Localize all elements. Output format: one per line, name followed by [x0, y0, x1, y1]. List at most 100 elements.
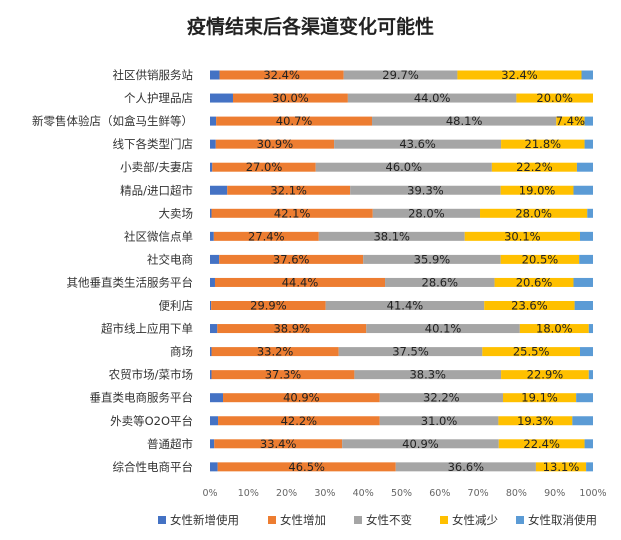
bar-segment — [210, 277, 215, 287]
x-tick-label: 90% — [544, 488, 565, 499]
bar-segment — [502, 393, 577, 403]
bar-segment — [213, 231, 319, 241]
x-tick-label: 50% — [391, 488, 412, 499]
bar-segment — [498, 416, 573, 426]
bar-segment — [500, 185, 574, 195]
legend-label: 女性增加 — [280, 513, 326, 527]
x-tick-label: 30% — [314, 488, 335, 499]
category-label: 商场 — [170, 345, 193, 359]
data-label: 29.7% — [382, 68, 419, 82]
x-tick-label: 20% — [276, 488, 297, 499]
data-label: 30.1% — [504, 229, 541, 243]
data-label: 29.9% — [250, 299, 287, 313]
bar-segment — [210, 324, 218, 334]
bar-segment — [556, 116, 585, 126]
x-tick-label: 60% — [429, 488, 450, 499]
data-label: 20.0% — [536, 91, 573, 105]
bar-segment — [480, 208, 588, 218]
bar-segment — [347, 93, 517, 103]
bar-segment — [227, 185, 351, 195]
data-label: 27.4% — [248, 229, 285, 243]
bar-segment — [350, 185, 501, 195]
bar-segment — [223, 393, 380, 403]
data-label: 20.6% — [516, 275, 553, 289]
category-label: 超市线上应用下单 — [101, 322, 193, 336]
bar-segment — [372, 208, 481, 218]
bar-segment — [210, 439, 215, 449]
data-label: 21.8% — [525, 137, 562, 151]
x-tick-label: 40% — [353, 488, 374, 499]
bar-segment — [210, 462, 218, 472]
data-label: 44.0% — [414, 91, 451, 105]
bar-segment — [315, 162, 492, 172]
bar-segment — [217, 462, 396, 472]
bar-segment — [214, 277, 386, 287]
data-label: 39.3% — [407, 183, 444, 197]
category-label: 新零售体验店（如盒马生鲜等） — [32, 114, 193, 128]
bar-segment — [573, 185, 593, 195]
legend-swatch — [440, 516, 448, 524]
legend-label: 女性取消使用 — [528, 513, 597, 527]
data-label: 46.5% — [288, 460, 325, 474]
bar-segment — [586, 462, 593, 472]
data-label: 19.3% — [517, 414, 554, 428]
bar-segment — [588, 324, 593, 334]
bar-segment — [581, 70, 593, 80]
bar-segment — [372, 116, 557, 126]
category-label: 外卖等O2O平台 — [110, 414, 193, 428]
bar-segment — [210, 254, 220, 264]
bar-segment — [210, 347, 212, 357]
category-label: 综合性电商平台 — [113, 460, 194, 474]
data-label: 23.6% — [511, 299, 548, 313]
bar-segment — [210, 116, 217, 126]
legend: 女性新增使用 女性增加 女性不变 女性减少 女性取消使用 — [158, 513, 597, 527]
bar-segment — [338, 347, 483, 357]
bar-segment — [232, 93, 348, 103]
data-label: 48.1% — [446, 114, 483, 128]
category-label: 农贸市场/菜市场 — [109, 368, 193, 382]
bar-segment — [498, 439, 585, 449]
data-label: 28.0% — [408, 206, 445, 220]
bar-segment — [217, 324, 367, 334]
bar-segment — [395, 462, 536, 472]
data-label: 22.4% — [523, 437, 560, 451]
bar-segment — [214, 439, 343, 449]
bar-segment — [211, 347, 339, 357]
legend-swatch — [158, 516, 166, 524]
bar-segment — [464, 231, 580, 241]
legend-swatch — [354, 516, 362, 524]
data-label: 40.9% — [402, 437, 439, 451]
bar-segment — [210, 185, 228, 195]
bar-segment — [516, 93, 593, 103]
bar-segment — [318, 231, 465, 241]
x-tick-label: 70% — [468, 488, 489, 499]
data-label: 31.0% — [421, 414, 458, 428]
data-label: 30.0% — [272, 91, 309, 105]
x-tick-label: 0% — [202, 488, 217, 499]
data-label: 37.6% — [273, 252, 310, 266]
bar-segment — [215, 139, 335, 149]
bar-segment — [519, 324, 589, 334]
bar-segment — [342, 439, 499, 449]
data-label: 35.9% — [414, 252, 451, 266]
bar-segment — [584, 439, 593, 449]
bar-segment — [588, 370, 593, 380]
data-label: 38.9% — [273, 322, 310, 336]
data-label: 36.6% — [448, 460, 485, 474]
category-label: 精品/进口超市 — [120, 183, 193, 197]
data-label: 19.1% — [521, 391, 558, 405]
bar-segment — [334, 139, 502, 149]
bar-segment — [584, 139, 593, 149]
data-label: 40.7% — [276, 114, 313, 128]
legend-swatch — [516, 516, 524, 524]
bar-segment — [379, 416, 499, 426]
category-label: 大卖场 — [159, 206, 194, 220]
category-label: 其他垂直类生活服务平台 — [67, 275, 194, 289]
category-label: 社区供销服务站 — [113, 68, 194, 82]
data-label: 40.9% — [283, 391, 320, 405]
data-label: 37.5% — [392, 345, 429, 359]
legend-label: 女性新增使用 — [170, 513, 239, 527]
bar-segment — [211, 301, 326, 310]
